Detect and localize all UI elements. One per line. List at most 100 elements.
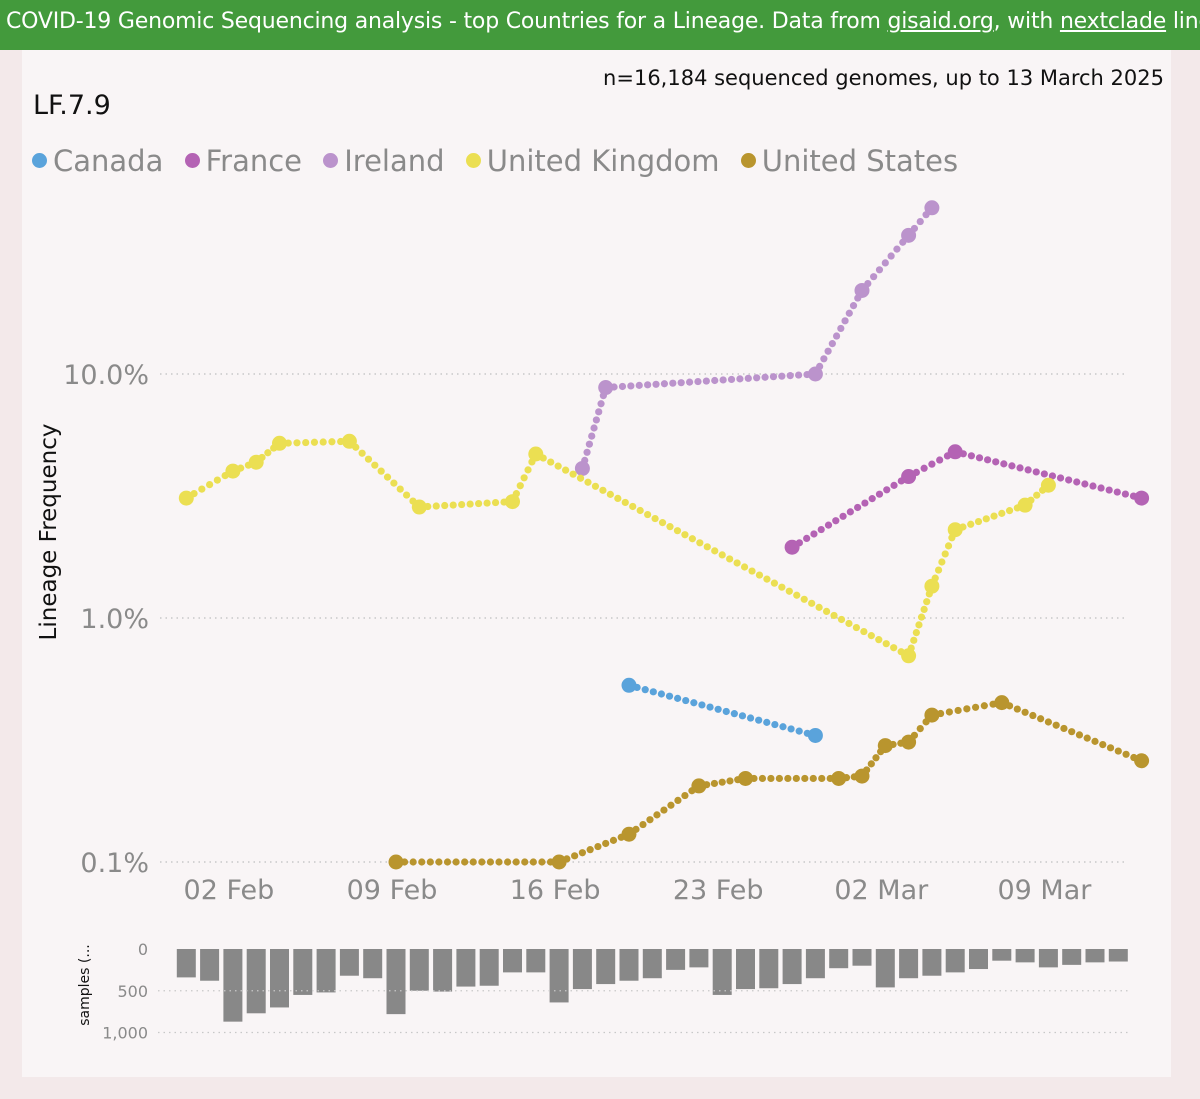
sample-bar[interactable]	[223, 949, 243, 1022]
data-point[interactable]	[598, 380, 614, 396]
gisaid-link[interactable]: gisaid.org	[887, 9, 994, 34]
data-point[interactable]	[225, 463, 241, 479]
data-point[interactable]	[551, 854, 567, 870]
sample-bar[interactable]	[759, 949, 779, 989]
data-point[interactable]	[947, 444, 963, 460]
data-point[interactable]	[574, 460, 590, 476]
sample-bar[interactable]	[409, 949, 429, 991]
series-dot	[771, 720, 779, 729]
data-point[interactable]	[738, 770, 753, 786]
sample-bar[interactable]	[293, 949, 313, 995]
sample-bar[interactable]	[270, 949, 289, 1008]
sample-bar[interactable]	[945, 949, 965, 973]
sample-bar[interactable]	[479, 949, 499, 986]
data-point[interactable]	[901, 648, 917, 664]
sample-bar[interactable]	[736, 949, 755, 990]
sample-bar[interactable]	[852, 949, 872, 966]
data-point[interactable]	[901, 227, 917, 243]
sample-bar[interactable]	[642, 949, 662, 979]
sample-bar[interactable]	[1038, 949, 1058, 968]
sample-bar[interactable]	[363, 949, 383, 979]
series-dot	[849, 302, 858, 310]
data-point[interactable]	[411, 499, 427, 515]
series-dot	[466, 500, 474, 508]
sample-bar[interactable]	[922, 949, 942, 976]
sample-bar[interactable]	[433, 949, 453, 992]
sample-bar[interactable]	[992, 949, 1012, 961]
data-point[interactable]	[807, 727, 823, 743]
data-point[interactable]	[807, 366, 823, 382]
sample-bar[interactable]	[339, 949, 359, 976]
legend-item-united-kingdom[interactable]: United Kingdom	[465, 144, 720, 178]
sample-bar[interactable]	[666, 949, 686, 970]
series-dot	[681, 791, 689, 800]
lineage-title: LF.7.9	[33, 90, 111, 121]
series-dot	[516, 482, 524, 490]
data-point[interactable]	[1040, 477, 1056, 493]
legend-item-ireland[interactable]: Ireland	[323, 144, 445, 178]
data-point[interactable]	[994, 695, 1010, 711]
series-dot	[770, 579, 778, 587]
sample-bar[interactable]	[246, 949, 266, 1014]
series-dot	[870, 273, 878, 281]
sample-bar[interactable]	[1085, 949, 1105, 963]
data-point[interactable]	[505, 494, 520, 510]
data-point[interactable]	[854, 768, 870, 784]
series-dot	[837, 615, 846, 624]
data-point[interactable]	[924, 707, 940, 723]
data-point[interactable]	[901, 734, 917, 750]
data-point[interactable]	[1134, 490, 1150, 506]
data-point[interactable]	[947, 522, 963, 538]
sample-bar[interactable]	[200, 949, 220, 981]
sample-bar[interactable]	[176, 949, 196, 978]
sample-bar[interactable]	[549, 949, 569, 1003]
data-point[interactable]	[388, 854, 404, 870]
legend-item-france[interactable]: France	[184, 144, 302, 178]
data-point[interactable]	[831, 770, 847, 786]
data-point[interactable]	[901, 469, 917, 485]
sample-bar[interactable]	[386, 949, 406, 1015]
data-point[interactable]	[341, 433, 357, 449]
sample-bar[interactable]	[969, 949, 988, 970]
data-point[interactable]	[178, 490, 194, 506]
sample-bar[interactable]	[689, 949, 709, 968]
sample-bar[interactable]	[526, 949, 546, 973]
data-point[interactable]	[621, 677, 637, 693]
series-dot	[740, 563, 749, 571]
data-point[interactable]	[272, 435, 287, 451]
series-dot	[719, 376, 727, 384]
series-dot	[941, 550, 949, 558]
sample-bar[interactable]	[456, 949, 476, 987]
sample-bar[interactable]	[503, 949, 522, 973]
sample-bar[interactable]	[875, 949, 895, 988]
sample-bar[interactable]	[782, 949, 802, 985]
sample-bar[interactable]	[572, 949, 592, 990]
data-point[interactable]	[854, 282, 870, 298]
data-point[interactable]	[621, 826, 637, 842]
data-point[interactable]	[1017, 497, 1033, 513]
sample-bar[interactable]	[899, 949, 919, 979]
sample-bar[interactable]	[829, 949, 849, 969]
series-dot	[685, 378, 694, 386]
sample-bar[interactable]	[712, 949, 732, 995]
data-point[interactable]	[248, 454, 264, 470]
series-ireland	[574, 200, 940, 476]
sample-bar[interactable]	[1015, 949, 1035, 963]
data-point[interactable]	[924, 578, 940, 594]
legend-item-canada[interactable]: Canada	[32, 144, 163, 178]
sample-bar[interactable]	[596, 949, 616, 985]
nextclade-link[interactable]: nextclade	[1059, 9, 1167, 34]
data-point[interactable]	[691, 778, 707, 794]
data-point[interactable]	[528, 446, 544, 462]
legend-item-united-states[interactable]: United States	[740, 144, 958, 178]
sample-bar[interactable]	[1108, 949, 1128, 962]
data-point[interactable]	[924, 200, 940, 216]
sample-bar[interactable]	[619, 949, 639, 981]
data-point[interactable]	[1134, 753, 1150, 769]
sample-bar[interactable]	[1062, 949, 1082, 965]
data-point[interactable]	[784, 539, 800, 555]
sample-bar[interactable]	[805, 949, 825, 979]
data-point[interactable]	[877, 738, 893, 754]
sample-bar[interactable]	[316, 949, 336, 993]
